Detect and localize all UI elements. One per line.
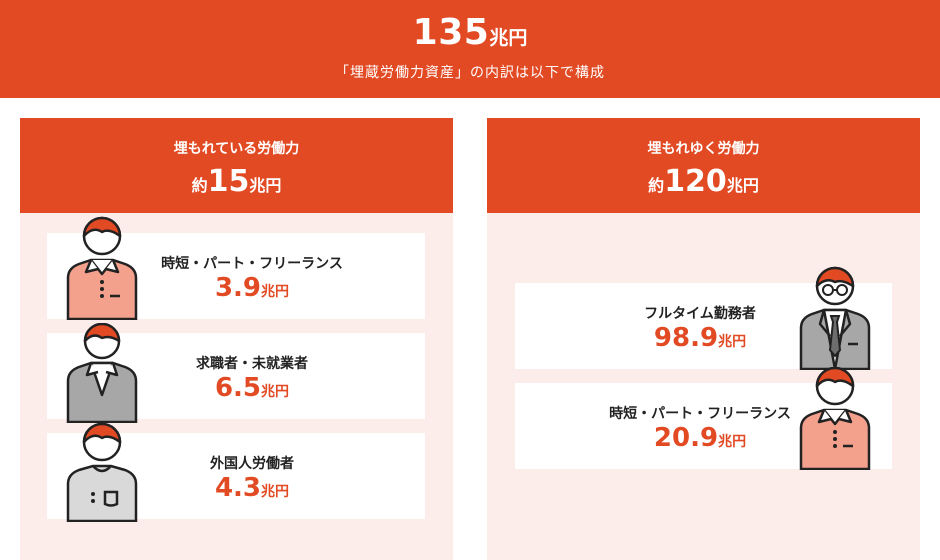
card-value-unit: 兆円	[718, 434, 747, 450]
card-label: フルタイム勤務者	[644, 306, 756, 322]
left-amount-value: 15	[207, 164, 250, 199]
card-value-unit: 兆円	[718, 334, 747, 350]
card-label: 外国人労働者	[210, 456, 294, 472]
card-value-unit: 兆円	[261, 284, 290, 300]
card-value-number: 4.3	[214, 473, 262, 503]
person-salmon-shirt-icon	[799, 366, 871, 470]
left-amount-prefix: 約	[191, 176, 208, 195]
person-suit-glasses-icon	[799, 266, 871, 370]
card-value-number: 20.9	[653, 423, 719, 453]
card-value-number: 6.5	[214, 373, 262, 403]
card-value: 6.5兆円	[147, 373, 357, 403]
header-subtitle: 「埋蔵労働力資産」の内訳は以下で構成	[335, 65, 605, 81]
left-panel-title: 埋もれている労働力	[173, 141, 300, 157]
card-value: 4.3兆円	[147, 473, 357, 503]
right-panel-amount: 約120兆円	[487, 164, 920, 199]
right-panel-header: 埋もれゆく労働力 約120兆円	[487, 118, 920, 213]
person-gray-sweater-icon	[66, 323, 138, 423]
card-value-unit: 兆円	[261, 384, 290, 400]
left-panel-header: 埋もれている労働力 約15兆円	[20, 118, 453, 213]
right-panel: 埋もれゆく労働力 約120兆円 フルタイム勤務者 98.9兆円 時短・パート・フ…	[487, 118, 920, 560]
right-amount-prefix: 約	[648, 176, 665, 195]
card-value: 98.9兆円	[595, 323, 805, 353]
card-value: 3.9兆円	[147, 273, 357, 303]
right-amount-value: 120	[664, 164, 727, 199]
total-amount: 135兆円	[0, 12, 940, 53]
header-banner: 135兆円 「埋蔵労働力資産」の内訳は以下で構成	[0, 0, 940, 98]
left-panel-amount: 約15兆円	[20, 164, 453, 199]
card-value-unit: 兆円	[261, 484, 290, 500]
person-salmon-shirt-icon	[66, 216, 138, 320]
card-value: 20.9兆円	[595, 423, 805, 453]
person-tshirt-icon	[66, 422, 138, 522]
left-panel: 埋もれている労働力 約15兆円 時短・パート・フリーランス 3.9兆円 求職者・…	[20, 118, 453, 560]
card-value-number: 3.9	[214, 273, 262, 303]
total-value: 135	[412, 12, 490, 53]
card-value-number: 98.9	[653, 323, 719, 353]
card-label: 求職者・未就業者	[196, 356, 308, 372]
total-unit: 兆円	[489, 27, 528, 49]
card-label: 時短・パート・フリーランス	[161, 256, 343, 272]
left-amount-unit: 兆円	[249, 176, 282, 195]
right-amount-unit: 兆円	[726, 176, 759, 195]
card-label: 時短・パート・フリーランス	[609, 406, 791, 422]
right-panel-title: 埋もれゆく労働力	[647, 141, 760, 157]
